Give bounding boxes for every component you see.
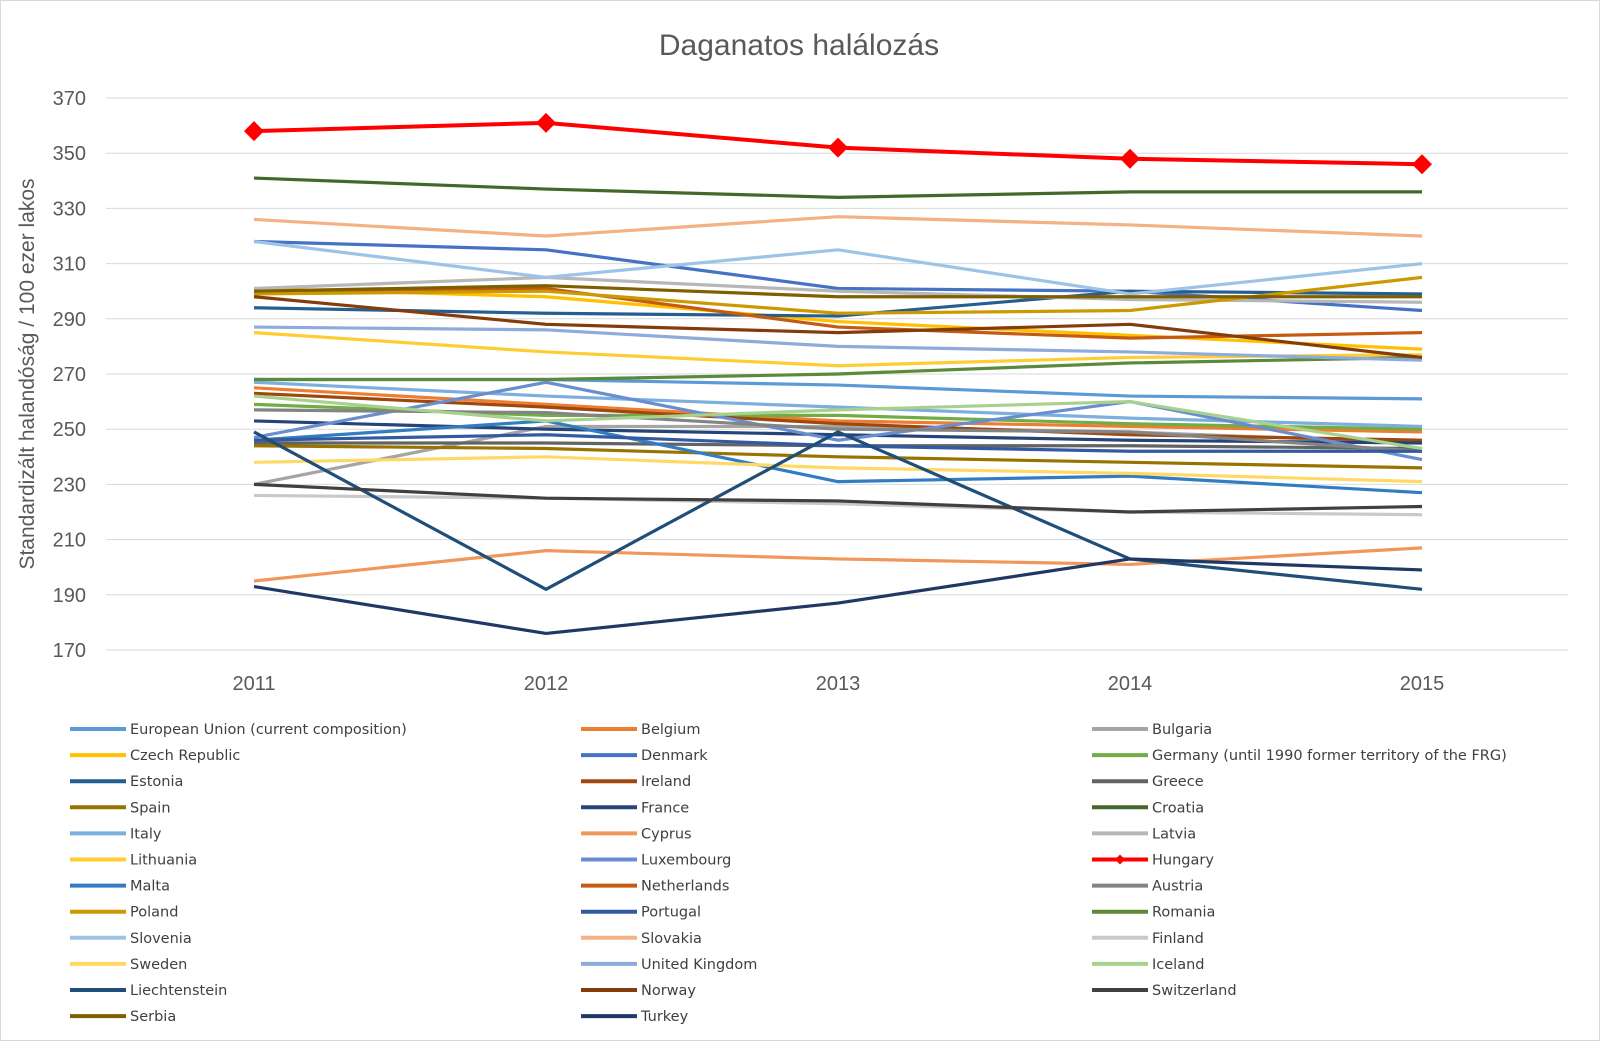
x-tick-label: 2011 [232,673,275,695]
series-line [253,215,1423,238]
y-tick-label: 230 [53,474,86,496]
series-line [253,394,1423,451]
series-line [253,430,1423,591]
x-tick-label: 2012 [524,673,569,695]
legend-label: Belgium [641,722,700,738]
series-line [253,386,1423,434]
legend-label: Greece [1152,774,1204,790]
y-tick-label: 370 [53,88,86,110]
series-line [253,275,1423,315]
series-line [253,391,1423,442]
series-line [253,380,1423,462]
chart-title: Daganatos halálozás [659,29,939,62]
legend-label: Czech Republic [130,748,240,764]
legend-label: European Union (current composition) [130,722,407,738]
y-tick-label: 310 [53,254,86,276]
y-tick-label: 330 [53,198,86,220]
legend-label: Finland [1152,931,1204,947]
series-line [253,433,1422,453]
legend-label: Denmark [641,748,708,764]
series-lines [244,112,1432,636]
legend-label: Croatia [1152,800,1204,816]
legend-label: Spain [130,800,171,816]
series-line [253,493,1423,517]
series-line [253,331,1423,368]
legend-label: Austria [1152,879,1203,895]
legend-label: Slovenia [130,931,192,947]
legend-label: Switzerland [1152,983,1237,999]
legend-label: Iceland [1152,957,1204,973]
legend-label: Ireland [641,774,691,790]
data-point-marker [244,121,264,142]
y-tick-label: 250 [53,419,86,441]
data-point-marker [1120,148,1140,169]
legend-label: Cyprus [641,826,692,842]
y-axis-label: Standardizált halandóság / 100 ezer lako… [16,178,39,569]
legend-label: Sweden [130,957,187,973]
series-line [253,557,1423,636]
legend-marker [1115,854,1125,865]
legend-label: Estonia [130,774,183,790]
series-line [254,355,1423,382]
y-tick-label: 190 [53,585,86,607]
legend-label: Italy [130,826,162,842]
legend-label: Latvia [1152,826,1196,842]
series-line [253,546,1423,583]
y-tick-label: 170 [53,640,86,662]
series-line [253,284,1422,299]
legend-label: Slovakia [641,931,702,947]
legend-label: Lithuania [130,853,197,869]
legend-label: Germany (until 1990 former territory of … [1152,748,1507,764]
legend-label: Norway [641,983,696,999]
y-axis-ticks: 370 350 330 310 290 270 250 230 210 190 170 [53,88,86,662]
y-tick-label: 210 [53,530,86,552]
legend-label: Serbia [130,1009,176,1025]
y-tick-label: 350 [53,143,86,165]
x-tick-label: 2013 [816,673,861,695]
legend-label: Hungary [1152,853,1214,869]
legend-label: France [641,800,689,816]
y-tick-label: 290 [53,309,86,331]
x-tick-label: 2015 [1400,673,1445,695]
legend-label: United Kingdom [641,957,757,973]
series-line [253,239,1423,296]
legend-label: Romania [1152,905,1215,921]
x-axis-ticks: 2011 2012 2013 2014 2015 [232,673,1444,695]
series-line [253,289,1423,318]
series-line [253,176,1422,199]
series-line [253,455,1423,484]
legend-label: Netherlands [641,879,729,895]
series-line [253,325,1423,362]
legend-label: Malta [130,879,170,895]
y-tick-label: 270 [53,364,86,386]
series-line [253,286,1423,351]
data-point-marker [536,112,556,133]
series-line [253,444,1423,470]
legend-label: Luxembourg [641,853,731,869]
series-line [253,482,1423,514]
legend-label: Turkey [640,1009,689,1025]
legend-label: Bulgaria [1152,722,1212,738]
x-tick-label: 2014 [1108,673,1153,695]
legend-label: Poland [130,905,178,921]
legend-label: Portugal [641,905,701,921]
series-line [253,419,1423,495]
data-point-marker [828,137,848,158]
legend: European Union (current composition) Belg… [70,722,1507,1025]
series-line [253,295,1423,360]
legend-label: Liechtenstein [130,983,227,999]
data-point-marker [1412,154,1432,175]
